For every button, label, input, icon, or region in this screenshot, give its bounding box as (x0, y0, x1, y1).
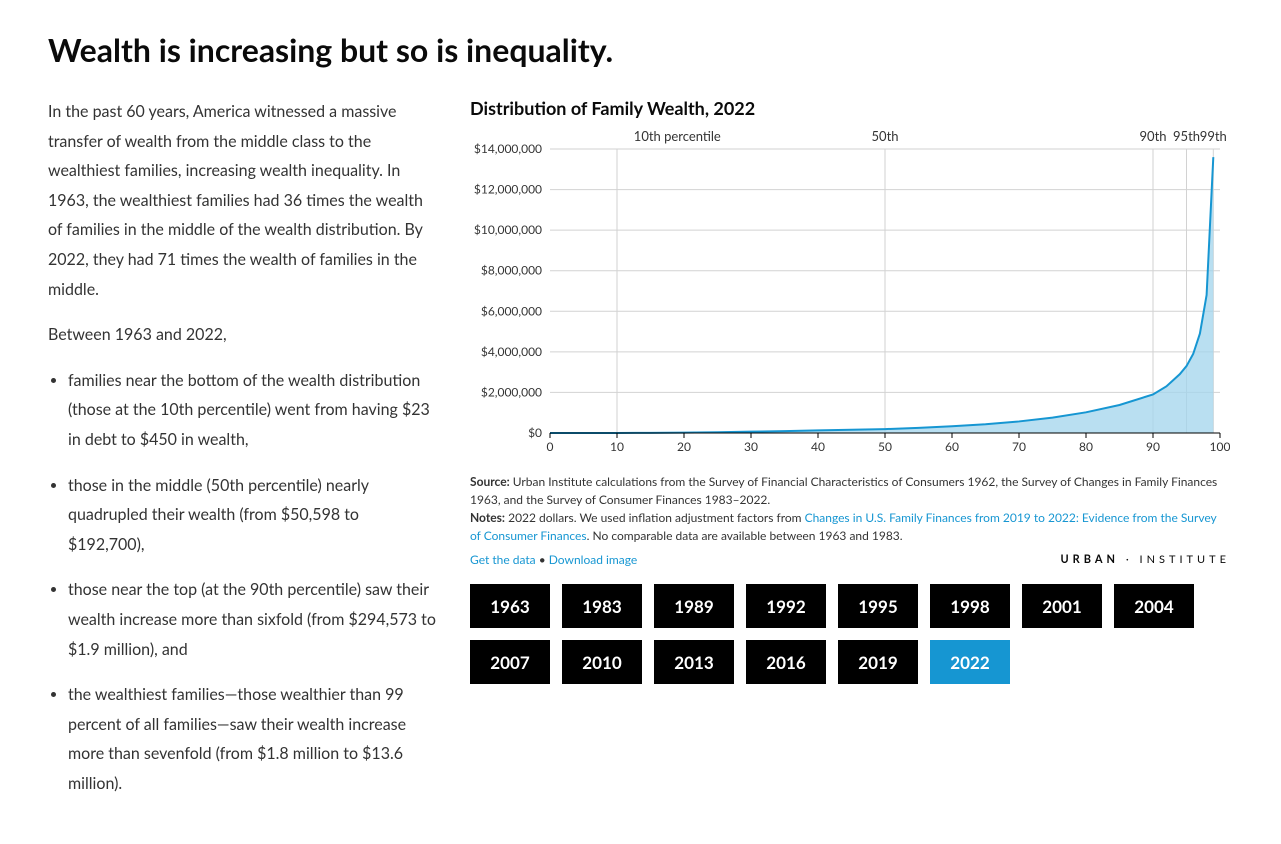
separator-dot: • (539, 552, 549, 567)
notes-text-1: 2022 dollars. We used inflation adjustme… (505, 510, 805, 525)
intro-column: In the past 60 years, America witnessed … (48, 97, 438, 814)
svg-text:70: 70 (1012, 439, 1026, 454)
intro-bullet: families near the bottom of the wealth d… (68, 366, 438, 455)
svg-text:$14,000,000: $14,000,000 (474, 141, 542, 156)
intro-para-2: Between 1963 and 2022, (48, 320, 438, 350)
year-button-2019[interactable]: 2019 (838, 640, 918, 684)
svg-text:$2,000,000: $2,000,000 (481, 384, 542, 399)
svg-text:$8,000,000: $8,000,000 (481, 263, 542, 278)
svg-text:$6,000,000: $6,000,000 (481, 303, 542, 318)
svg-text:10: 10 (610, 439, 624, 454)
svg-text:80: 80 (1079, 439, 1093, 454)
svg-text:100: 100 (1210, 439, 1230, 454)
intro-bullet: those in the middle (50th percentile) ne… (68, 471, 438, 560)
svg-text:50th: 50th (872, 128, 899, 144)
svg-text:60: 60 (945, 439, 959, 454)
year-button-1963[interactable]: 1963 (470, 584, 550, 628)
intro-bullet: those near the top (at the 90th percenti… (68, 575, 438, 664)
chart-title: Distribution of Family Wealth, 2022 (470, 97, 1233, 119)
year-button-1995[interactable]: 1995 (838, 584, 918, 628)
intro-bullet-list: families near the bottom of the wealth d… (48, 366, 438, 799)
svg-text:0: 0 (547, 439, 554, 454)
intro-para-1: In the past 60 years, America witnessed … (48, 97, 438, 304)
svg-text:30: 30 (744, 439, 758, 454)
svg-text:$12,000,000: $12,000,000 (474, 182, 542, 197)
notes-label: Notes: (470, 510, 505, 525)
year-button-2013[interactable]: 2013 (654, 640, 734, 684)
svg-text:$10,000,000: $10,000,000 (474, 222, 542, 237)
source-text: Urban Institute calculations from the Su… (470, 474, 1217, 507)
year-button-2022[interactable]: 2022 (930, 640, 1010, 684)
notes-text-2: . No comparable data are available betwe… (587, 528, 903, 543)
svg-text:90th: 90th (1140, 128, 1167, 144)
year-button-2010[interactable]: 2010 (562, 640, 642, 684)
year-button-1983[interactable]: 1983 (562, 584, 642, 628)
svg-text:20: 20 (677, 439, 691, 454)
urban-institute-logo: URBAN · INSTITUTE (1061, 553, 1230, 566)
svg-text:$4,000,000: $4,000,000 (481, 344, 542, 359)
svg-text:90: 90 (1146, 439, 1160, 454)
wealth-distribution-chart: $0 $2,000,000 $4,000,000 $6,000,000 $8,000,0… (470, 123, 1230, 463)
year-button-2004[interactable]: 2004 (1114, 584, 1194, 628)
year-button-1992[interactable]: 1992 (746, 584, 826, 628)
svg-text:10th percentile: 10th percentile (634, 128, 721, 144)
get-data-link[interactable]: Get the data (470, 552, 536, 567)
download-image-link[interactable]: Download image (549, 552, 637, 567)
svg-text:99th: 99th (1200, 128, 1227, 144)
svg-text:$0: $0 (528, 425, 542, 440)
page-title: Wealth is increasing but so is inequalit… (48, 30, 1233, 69)
svg-text:50: 50 (878, 439, 892, 454)
intro-bullet: the wealthiest families—those wealthier … (68, 680, 438, 798)
year-button-2001[interactable]: 2001 (1022, 584, 1102, 628)
year-selector: 1963 1983 1989 1992 1995 1998 2001 2004 2007 2010… (470, 584, 1230, 684)
year-button-2016[interactable]: 2016 (746, 640, 826, 684)
svg-text:40: 40 (811, 439, 825, 454)
year-button-1998[interactable]: 1998 (930, 584, 1010, 628)
year-button-1989[interactable]: 1989 (654, 584, 734, 628)
source-label: Source: (470, 474, 510, 489)
svg-text:95th: 95th (1173, 128, 1200, 144)
year-button-2007[interactable]: 2007 (470, 640, 550, 684)
